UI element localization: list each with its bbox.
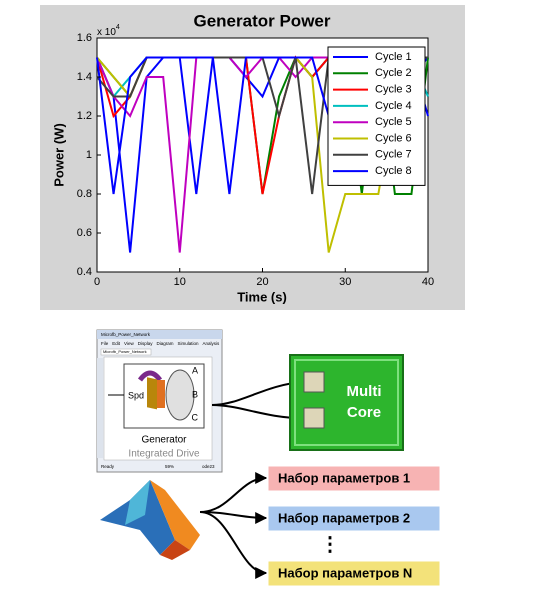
menu-item: Diagram — [156, 341, 173, 346]
multicore-label: Core — [347, 404, 381, 421]
legend-label: Cycle 2 — [375, 67, 412, 79]
multicore-box — [289, 354, 404, 451]
menu-item: File — [101, 341, 109, 346]
x-label: Time (s) — [237, 289, 287, 304]
ellipsis: ⋮ — [320, 533, 340, 555]
tab-label: Microfb_Power_Network — [103, 349, 147, 354]
legend-label: Cycle 4 — [375, 100, 412, 112]
menu-item: Display — [138, 341, 154, 346]
title-bar — [97, 330, 222, 339]
menu-item: Edit — [112, 341, 121, 346]
status: 59% — [165, 464, 174, 469]
block-icon-arc — [137, 370, 163, 382]
parameter-sets: Набор параметров 1 Набор параметров 2 Набо… — [267, 465, 441, 587]
parameter-tag — [267, 560, 441, 587]
motor-icon — [165, 369, 195, 421]
multiplier-base: x 10 — [97, 27, 116, 38]
input-port: Spd — [128, 390, 144, 400]
tab — [100, 348, 152, 356]
y-tick-label: 1.2 — [77, 110, 92, 122]
y-tick-label: 1 — [86, 149, 92, 161]
core — [303, 371, 325, 393]
y-multiplier: x 104 — [97, 24, 120, 38]
y-label: Power (W) — [51, 123, 66, 187]
bevel — [294, 359, 399, 446]
toolbar — [97, 358, 103, 458]
x-tick-label: 20 — [256, 276, 268, 288]
y-tick-label: 1.6 — [77, 32, 92, 44]
arrow — [211, 376, 304, 406]
block-subtitle: Integrated Drive — [128, 449, 200, 460]
legend-label: Cycle 3 — [375, 84, 412, 96]
block-title: Generator — [141, 435, 187, 446]
block-icon — [147, 377, 157, 410]
y-tick-label: 1.4 — [77, 71, 92, 83]
arrow — [199, 511, 268, 524]
parameter-tag — [267, 465, 441, 492]
arrow — [199, 472, 268, 513]
status: ode23 — [202, 464, 215, 469]
legend-label: Cycle 7 — [375, 149, 412, 161]
menu-bar: File Edit View Display Diagram Simulation Anal… — [101, 341, 220, 346]
parameter-label: Набор параметров 1 — [278, 470, 410, 485]
menu-item: View — [124, 341, 134, 346]
legend-label: Cycle 1 — [375, 51, 412, 63]
legend: Cycle 1 Cycle 2 Cycle 3 Cycle 4 Cycle 5 Cycle… — [327, 46, 426, 186]
y-tick-label: 0.6 — [77, 227, 92, 239]
x-tick-label: 0 — [94, 276, 100, 288]
x-tick-label: 40 — [422, 276, 434, 288]
menu-item: Simulation — [178, 341, 200, 346]
output-port: C — [192, 412, 199, 422]
parameter-label: Набор параметров 2 — [278, 510, 410, 525]
y-tick-label: 0.4 — [77, 266, 92, 278]
legend-label: Cycle 8 — [375, 165, 412, 177]
parameter-tag — [267, 505, 441, 532]
menu-item: Analysis — [203, 341, 221, 346]
logo-part — [125, 480, 150, 525]
y-tick-label: 0.8 — [77, 188, 92, 200]
window-title: Microfb_Power_Network — [101, 332, 151, 337]
core — [303, 407, 325, 429]
status: Ready — [101, 464, 115, 469]
multicore-label: Multi — [347, 383, 382, 400]
matlab-logo — [100, 480, 200, 560]
x-tick-label: 10 — [174, 276, 186, 288]
x-tick-label: 30 — [339, 276, 351, 288]
block-icon — [157, 380, 165, 408]
chart-title: Generator Power — [194, 11, 331, 30]
legend-label: Cycle 5 — [375, 116, 412, 128]
legend-box — [327, 46, 426, 186]
logo-part — [160, 540, 190, 560]
output-port: A — [192, 365, 198, 375]
legend-label: Cycle 6 — [375, 132, 412, 144]
arrow — [211, 404, 304, 424]
multiplier-exponent: 4 — [116, 24, 120, 31]
output-port: B — [192, 389, 198, 399]
parameter-label: Набор параметров N — [278, 565, 412, 580]
arrow — [199, 511, 268, 579]
logo-part — [150, 480, 200, 550]
